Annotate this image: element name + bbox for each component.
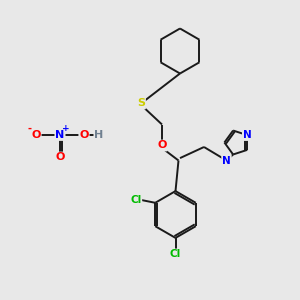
- Text: Cl: Cl: [130, 195, 141, 205]
- Text: O: O: [31, 130, 41, 140]
- Text: +: +: [61, 124, 69, 133]
- Text: H: H: [94, 130, 103, 140]
- Text: -: -: [27, 123, 32, 134]
- Text: O: O: [55, 152, 65, 163]
- Text: O: O: [79, 130, 89, 140]
- Text: Cl: Cl: [170, 249, 181, 260]
- Text: O: O: [157, 140, 167, 151]
- Text: N: N: [56, 130, 64, 140]
- Text: N: N: [243, 130, 252, 140]
- Text: S: S: [137, 98, 145, 109]
- Text: N: N: [222, 155, 231, 166]
